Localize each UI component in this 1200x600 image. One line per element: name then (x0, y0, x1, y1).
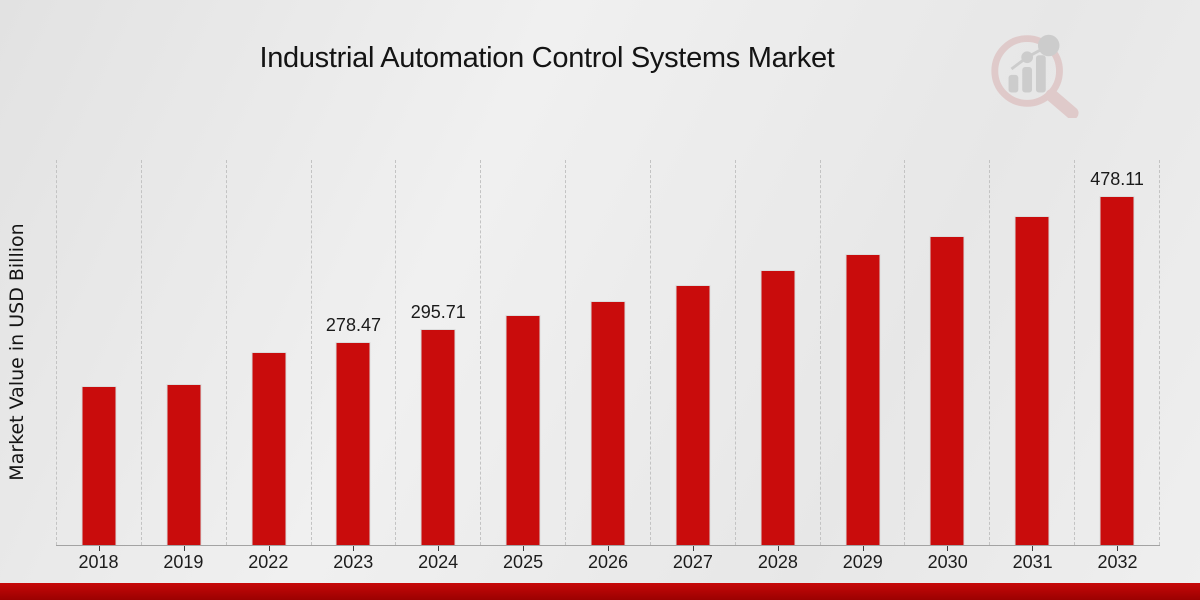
axis-tick (268, 546, 270, 551)
logo-trend-dot (1021, 51, 1034, 64)
magnifier-bar-chart-logo-icon (991, 34, 1079, 118)
category-cell-2028 (734, 160, 820, 551)
category-cell-2029 (819, 160, 905, 551)
logo-bar-small (1008, 74, 1019, 93)
x-tick-label-2026: 2026 (587, 552, 629, 572)
category-cell-2025 (480, 160, 565, 551)
magnifier-ring (991, 35, 1063, 107)
bar-2023 (335, 342, 371, 545)
axis-tick (947, 546, 949, 551)
category-cell-2027 (649, 160, 735, 551)
x-tick-label-2027: 2027 (672, 552, 713, 572)
axis-tick (183, 546, 185, 551)
x-axis-labels: 2018 2019 2022 2023 2024 2025 2026 2027 2028 2029… (56, 552, 1160, 573)
category-cell-2031 (989, 160, 1074, 551)
logo-bar-large (1035, 55, 1046, 93)
axis-tick (353, 546, 355, 551)
logo-bar-medium (1022, 67, 1033, 93)
chart-title: Industrial Automation Control Systems Ma… (259, 42, 835, 74)
bar-2018 (81, 386, 117, 545)
x-tick-label-2023: 2023 (333, 552, 374, 572)
category-cell-2019 (140, 160, 226, 551)
bar-value-label-2023: 278.47 (325, 315, 381, 335)
plot-area: 278.47 295.71 478.11 (56, 160, 1160, 551)
x-tick-label-2019: 2019 (163, 552, 204, 572)
bar-2031 (1014, 216, 1050, 545)
logo-trend-dot-large (1037, 34, 1060, 57)
x-tick-label-2024: 2024 (418, 552, 459, 572)
category-cell-2022 (225, 160, 311, 551)
axis-tick (777, 546, 779, 551)
x-tick-label-2028: 2028 (757, 552, 798, 572)
x-tick-label-2030: 2030 (927, 552, 968, 572)
y-axis-label: Market Value in USD Billion (6, 223, 28, 481)
bar-2029 (845, 254, 881, 545)
bar-2026 (590, 301, 626, 545)
axis-tick (98, 546, 100, 551)
bar-2028 (760, 270, 796, 545)
x-tick-label-2022: 2022 (248, 552, 289, 572)
category-cell-2018 (56, 160, 141, 551)
bar-2025 (505, 315, 541, 545)
category-cell-2026 (565, 160, 650, 551)
bar-value-label-2024: 295.71 (410, 302, 466, 322)
x-tick-label-2025: 2025 (503, 552, 544, 572)
magnifier-handle (1045, 89, 1079, 118)
axis-tick (862, 546, 864, 551)
bar-2032 (1099, 196, 1135, 545)
axis-tick (523, 546, 525, 551)
bottom-accent-bar (0, 583, 1200, 600)
x-tick-label-2031: 2031 (1012, 552, 1053, 572)
category-cell-2030 (904, 160, 989, 551)
bar-2019 (166, 384, 202, 545)
axis-tick (607, 546, 609, 551)
category-cell-2023: 278.47 (310, 160, 396, 551)
bar-2024 (420, 329, 456, 545)
axis-tick (438, 546, 440, 551)
category-cell-2024: 295.71 (395, 160, 480, 551)
bar-value-label-2032: 478.11 (1090, 169, 1144, 189)
x-tick-label-2018: 2018 (78, 552, 119, 572)
axis-tick (1117, 546, 1119, 551)
bar-2022 (251, 352, 287, 545)
x-tick-label-2032: 2032 (1097, 552, 1138, 572)
axis-tick (1032, 546, 1034, 551)
axis-tick (692, 546, 694, 551)
bar-2030 (929, 236, 965, 545)
category-cell-2032: 478.11 (1074, 160, 1160, 551)
bar-2027 (675, 285, 711, 545)
x-tick-label-2029: 2029 (842, 552, 883, 572)
